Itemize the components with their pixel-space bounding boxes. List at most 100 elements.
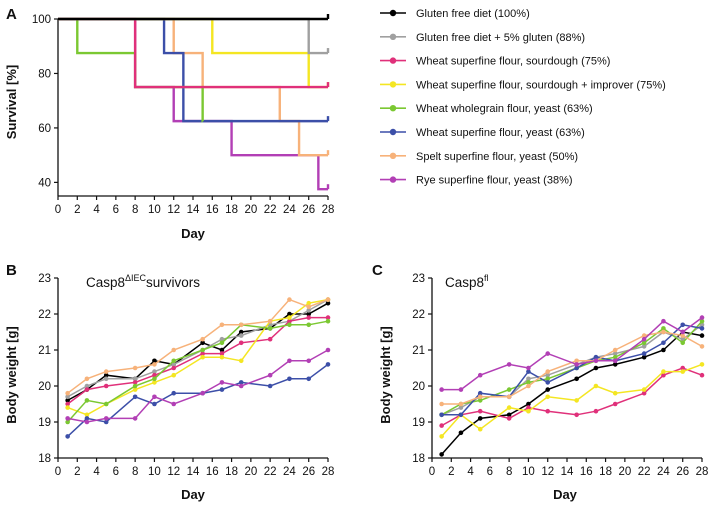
body-weight-c-point-wheat-superfine-flour-sourdough <box>661 372 666 378</box>
body-weight-c-point-wheat-superfine-flour-yeast <box>574 365 579 371</box>
body-weight-b-point-gluten-free-diet <box>65 398 70 403</box>
body-weight-c-point-spelt-superfine-flour-yeast <box>574 358 579 364</box>
panel-label-a: A <box>6 6 17 23</box>
survival-line-wheat-superfine-flour-yeast-63 <box>58 17 328 123</box>
body-weight-b-point-wheat-superfine-flour-yeast <box>132 394 138 400</box>
body-weight-b-x-tick-label: 20 <box>244 466 257 478</box>
body-weight-b-x-tick-label: 8 <box>132 466 138 478</box>
body-weight-b-point-wheat-superfine-flour-sourdough-improver <box>306 300 312 306</box>
body-weight-c-point-gluten-free-diet <box>641 354 647 360</box>
survival-x-tick-label: 2 <box>74 204 80 216</box>
body-weight-b-point-rye-superfine-flour-yeast <box>65 416 70 421</box>
body-weight-c-point-gluten-free-diet-5-gluten <box>612 351 618 356</box>
body-weight-c-point-wheat-superfine-flour-yeast <box>680 322 686 328</box>
body-weight-c-x-tick-label: 24 <box>657 466 670 478</box>
body-weight-b-point-wheat-superfine-flour-sourdough <box>152 372 157 378</box>
body-weight-b-point-wheat-superfine-flour-sourdough-improver <box>84 412 90 418</box>
body-weight-c-x-tick-label: 12 <box>541 466 554 478</box>
body-weight-c-point-rye-superfine-flour-yeast <box>641 336 647 342</box>
body-weight-b-point-wheat-superfine-flour-sourdough-improver <box>219 354 225 360</box>
legend-swatch-marker-wheat-superfine-flour-yeast-63 <box>389 128 397 136</box>
body-weight-c-point-wheat-superfine-flour-sourdough <box>574 412 579 418</box>
body-weight-c-point-rye-superfine-flour-yeast <box>593 358 599 364</box>
body-weight-c-point-wheat-superfine-flour-sourdough-improver <box>661 369 666 374</box>
body-weight-b-point-rye-superfine-flour-yeast <box>325 347 331 353</box>
body-weight-b-point-gluten-free-diet-5-gluten <box>306 308 312 313</box>
body-weight-c-title-sup: fl <box>484 273 489 283</box>
body-weight-c-point-gluten-free-diet <box>593 365 599 371</box>
body-weight-b-point-wheat-superfine-flour-sourdough <box>200 351 205 356</box>
body-weight-c-point-wheat-superfine-flour-yeast <box>593 354 599 360</box>
body-weight-c-point-wheat-superfine-flour-sourdough-improver <box>680 369 686 374</box>
body-weight-c-x-tick-label: 0 <box>429 466 435 478</box>
body-weight-b-point-wheat-superfine-flour-sourdough-improver <box>171 372 177 378</box>
body-weight-b-title-sup: ΔIEC <box>125 273 147 283</box>
body-weight-c-point-gluten-free-diet <box>458 430 464 436</box>
body-weight-b-x-tick-label: 16 <box>206 466 219 478</box>
body-weight-b-point-wheat-wholegrain-flour-yeast <box>267 326 273 331</box>
body-weight-c-point-spelt-superfine-flour-yeast <box>612 347 618 353</box>
body-weight-c-point-wheat-superfine-flour-sourdough <box>439 423 444 428</box>
body-weight-b-point-wheat-superfine-flour-sourdough-improver <box>200 354 205 360</box>
body-weight-c-point-wheat-superfine-flour-sourdough <box>593 408 599 414</box>
body-weight-b-point-gluten-free-diet-5-gluten <box>84 383 90 389</box>
body-weight-c-point-wheat-superfine-flour-yeast <box>699 326 705 331</box>
survival-line-wheat-wholegrain-flour-yeast-63 <box>58 17 204 123</box>
body-weight-c-point-spelt-superfine-flour-yeast <box>477 394 483 400</box>
body-weight-b-point-wheat-superfine-flour-sourdough <box>219 351 225 356</box>
legend-entry-wheat-superfine-flour-sourdough-improver-75: Wheat superfine flour, sourdough + impro… <box>416 79 666 91</box>
survival-y-tick-label: 100 <box>32 14 51 26</box>
body-weight-b-point-wheat-superfine-flour-sourdough-improver <box>287 315 292 320</box>
body-weight-b-point-gluten-free-diet-5-gluten <box>171 362 177 367</box>
body-weight-b-point-spelt-superfine-flour-yeast <box>103 369 109 374</box>
body-weight-c-point-gluten-free-diet-5-gluten <box>526 376 531 382</box>
body-weight-b-point-rye-superfine-flour-yeast <box>238 383 244 389</box>
body-weight-c-x-tick-label: 16 <box>580 466 593 478</box>
body-weight-c-point-wheat-superfine-flour-yeast <box>477 390 483 396</box>
body-weight-c-y-tick-label: 20 <box>412 381 425 393</box>
body-weight-c-point-rye-superfine-flour-yeast <box>612 358 618 364</box>
survival-x-tick-label: 26 <box>302 204 315 216</box>
body-weight-b-point-wheat-superfine-flour-yeast <box>219 387 225 392</box>
body-weight-b-title: Casp8ΔIECsurvivors <box>86 273 200 290</box>
body-weight-c-point-gluten-free-diet-5-gluten <box>458 405 464 410</box>
body-weight-c-point-wheat-superfine-flour-sourdough <box>506 416 512 421</box>
body-weight-c-x-tick-label: 2 <box>448 466 454 478</box>
body-weight-b-x-tick-label: 14 <box>187 466 200 478</box>
panel-label-b: B <box>6 262 17 279</box>
body-weight-c-point-rye-superfine-flour-yeast <box>526 365 531 371</box>
survival-x-tick-label: 6 <box>113 204 119 216</box>
legend-swatch-marker-wheat-superfine-flour-sourdough-improver-75 <box>389 81 397 88</box>
body-weight-c-point-spelt-superfine-flour-yeast <box>458 401 464 407</box>
body-weight-c-point-gluten-free-diet-5-gluten <box>641 344 647 349</box>
body-weight-b-point-wheat-superfine-flour-sourdough <box>65 401 70 407</box>
body-weight-c-point-wheat-superfine-flour-sourdough <box>612 401 618 407</box>
body-weight-c-point-rye-superfine-flour-yeast <box>439 387 444 392</box>
body-weight-c-point-wheat-superfine-flour-sourdough <box>680 365 686 371</box>
survival-x-tick-label: 20 <box>244 204 257 216</box>
survival-y-tick-label: 40 <box>38 177 51 189</box>
body-weight-b-point-wheat-wholegrain-flour-yeast <box>325 318 331 324</box>
body-weight-b-point-wheat-wholegrain-flour-yeast <box>103 401 109 407</box>
body-weight-b-point-wheat-superfine-flour-sourdough-improver <box>65 405 70 410</box>
body-weight-b-point-wheat-wholegrain-flour-yeast <box>287 322 292 328</box>
body-weight-c-point-spelt-superfine-flour-yeast <box>661 329 666 335</box>
body-weight-b-point-wheat-superfine-flour-sourdough <box>84 387 90 392</box>
body-weight-b-y-tick-label: 22 <box>38 309 51 321</box>
body-weight-c-point-gluten-free-diet <box>477 416 483 421</box>
body-weight-c-point-wheat-superfine-flour-yeast <box>458 412 464 418</box>
body-weight-c-point-rye-superfine-flour-yeast <box>506 362 512 367</box>
legend-swatch-marker-wheat-wholegrain-flour-yeast-63 <box>389 105 397 112</box>
body-weight-b-point-wheat-superfine-flour-yeast <box>84 416 90 421</box>
survival-x-tick-label: 24 <box>283 204 296 216</box>
body-weight-c-point-wheat-superfine-flour-yeast <box>545 380 551 385</box>
legend-entry-wheat-superfine-flour-yeast-63: Wheat superfine flour, yeast (63%) <box>416 127 585 139</box>
survival-x-tick-label: 12 <box>167 204 180 216</box>
body-weight-b-point-gluten-free-diet-5-gluten <box>132 376 138 382</box>
body-weight-chart-survivors: Body weight [g] Day Casp8ΔIECsurvivors 1… <box>4 273 334 502</box>
body-weight-c-point-rye-superfine-flour-yeast <box>458 387 464 392</box>
body-weight-b-y-tick-label: 19 <box>38 417 51 429</box>
body-weight-c-x-tick-label: 6 <box>487 466 493 478</box>
body-weight-c-point-wheat-superfine-flour-sourdough-improver <box>593 383 599 389</box>
body-weight-b-point-gluten-free-diet-5-gluten <box>65 394 70 400</box>
